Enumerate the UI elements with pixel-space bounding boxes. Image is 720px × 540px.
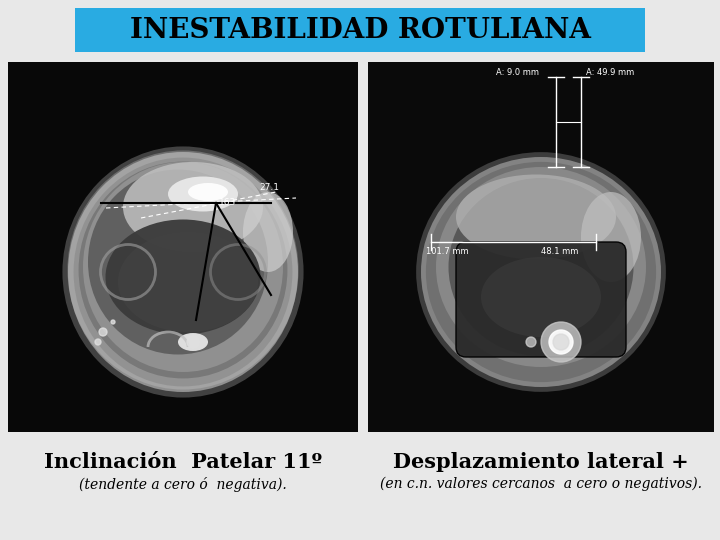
Ellipse shape — [449, 178, 634, 356]
Text: Desplazamiento lateral +: Desplazamiento lateral + — [393, 452, 689, 472]
Ellipse shape — [456, 174, 616, 260]
Text: 101.7 mm: 101.7 mm — [426, 247, 469, 256]
Ellipse shape — [123, 162, 263, 252]
Circle shape — [187, 336, 199, 348]
Text: 163: 163 — [219, 198, 236, 207]
Text: Inclinación  Patelar 11º: Inclinación Patelar 11º — [44, 452, 322, 472]
Ellipse shape — [68, 152, 298, 392]
Ellipse shape — [83, 162, 283, 372]
Ellipse shape — [243, 192, 293, 272]
Circle shape — [111, 320, 115, 324]
Text: 48.1 mm: 48.1 mm — [541, 247, 578, 256]
Text: INESTABILIDAD ROTULIANA: INESTABILIDAD ROTULIANA — [130, 17, 590, 44]
Bar — [75, 8, 645, 52]
Ellipse shape — [118, 232, 258, 332]
FancyBboxPatch shape — [456, 242, 626, 357]
Bar — [368, 62, 714, 432]
Circle shape — [526, 337, 536, 347]
Ellipse shape — [88, 170, 268, 354]
Ellipse shape — [581, 192, 641, 282]
Circle shape — [549, 330, 573, 354]
Circle shape — [99, 328, 107, 336]
Ellipse shape — [106, 219, 261, 334]
Circle shape — [553, 334, 569, 350]
Text: 27.1: 27.1 — [259, 183, 279, 192]
Text: A: 9.0 mm: A: 9.0 mm — [496, 68, 539, 77]
Text: (en c.n. valores cercanos  a cero o negativos).: (en c.n. valores cercanos a cero o negat… — [380, 477, 702, 491]
Ellipse shape — [178, 333, 208, 351]
Ellipse shape — [421, 157, 661, 387]
Ellipse shape — [436, 167, 646, 367]
Text: A: 49.9 mm: A: 49.9 mm — [586, 68, 634, 77]
Ellipse shape — [188, 183, 228, 201]
Ellipse shape — [168, 177, 238, 212]
Circle shape — [95, 339, 101, 345]
Ellipse shape — [481, 257, 601, 337]
Text: (tendente a cero ó  negativa).: (tendente a cero ó negativa). — [79, 476, 287, 491]
Bar — [8, 62, 358, 432]
Circle shape — [541, 322, 581, 362]
Bar — [358, 62, 368, 432]
